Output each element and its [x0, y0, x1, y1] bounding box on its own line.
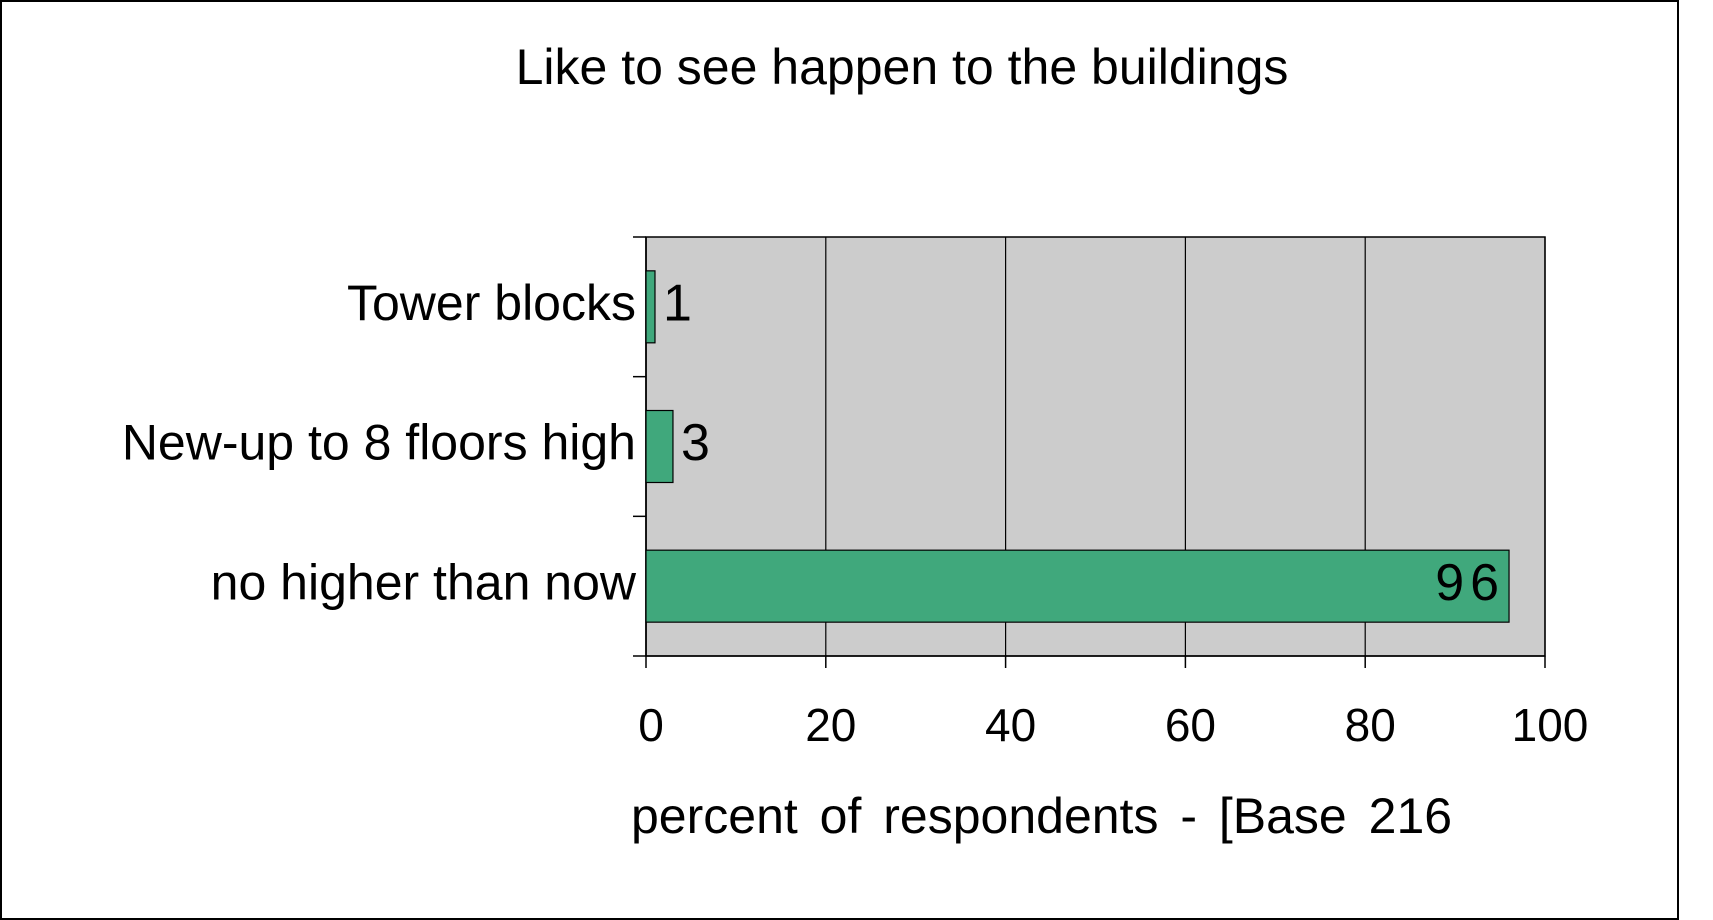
category-label: no higher than now — [211, 554, 637, 610]
x-tick-label: 100 — [1512, 699, 1589, 751]
chart-title: Like to see happen to the buildings — [516, 39, 1289, 95]
bar — [645, 270, 656, 344]
bar — [645, 549, 1510, 623]
category-label: New-up to 8 floors high — [122, 415, 636, 471]
x-tick-label: 0 — [638, 699, 664, 751]
value-label: 96 — [1435, 554, 1505, 612]
x-tick-label: 80 — [1345, 699, 1396, 751]
value-label: 1 — [663, 275, 698, 333]
value-label: 3 — [681, 414, 716, 472]
plot: 0 20 40 60 80 100 Tower blocks 1 New-up to 8 flo… — [122, 236, 1589, 844]
x-tick-label: 40 — [985, 699, 1036, 751]
x-tick-label: 20 — [805, 699, 856, 751]
category-label: Tower blocks — [347, 275, 636, 331]
bar — [645, 409, 674, 484]
x-tick-label: 60 — [1165, 699, 1216, 751]
x-axis-label: percent of respondents - [Base 216 — [631, 788, 1452, 844]
